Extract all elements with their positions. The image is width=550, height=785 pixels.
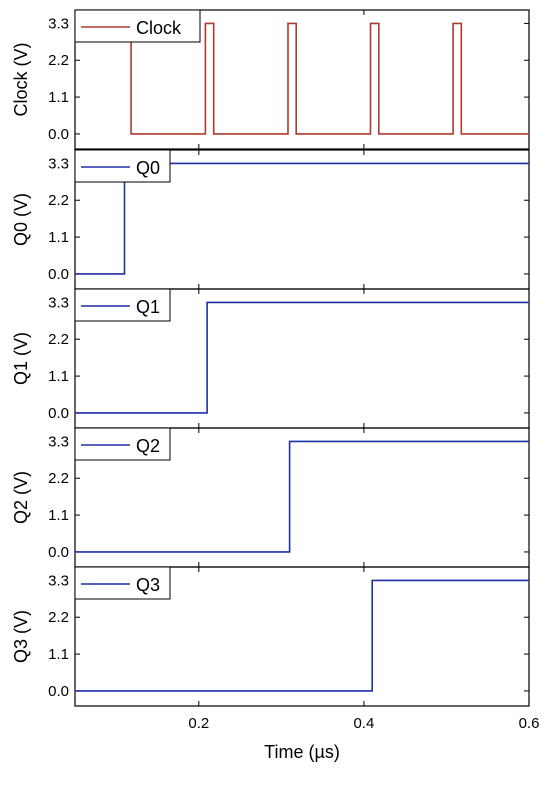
y-tick-label: 0.0 — [48, 405, 69, 422]
y-axis-label: Q2 (V) — [11, 471, 31, 524]
y-tick-label: 1.1 — [48, 89, 69, 106]
legend-label: Q3 — [136, 575, 160, 595]
panel-frame-0 — [74, 9, 530, 150]
y-tick-label: 3.3 — [48, 572, 69, 589]
y-tick-label: 1.1 — [48, 507, 69, 524]
y-tick-label: 1.1 — [48, 229, 69, 246]
legend-box — [74, 566, 171, 600]
legend-box — [74, 149, 171, 183]
y-axis-label: Q3 (V) — [11, 610, 31, 663]
series-line-q3 — [75, 579, 529, 692]
y-axis-label: Q0 (V) — [11, 193, 31, 246]
y-tick-label: 2.2 — [48, 52, 69, 69]
y-tick-label: 1.1 — [48, 646, 69, 663]
x-tick-label: 0.2 — [188, 715, 209, 732]
y-tick-label: 0.0 — [48, 126, 69, 143]
y-tick-label: 0.0 — [48, 266, 69, 283]
x-tick-label: 0.6 — [519, 715, 540, 732]
series-line-q2 — [75, 440, 529, 553]
y-axis-label: Clock (V) — [11, 42, 31, 116]
x-axis-label: Time (µs) — [264, 742, 340, 762]
y-tick-label: 2.2 — [48, 192, 69, 209]
legend-box — [74, 9, 201, 43]
legend-box — [74, 288, 171, 322]
y-tick-label: 3.3 — [48, 155, 69, 172]
y-tick-label: 1.1 — [48, 368, 69, 385]
x-tick-label: 0.4 — [353, 715, 374, 732]
panel-frame-4 — [74, 566, 530, 707]
series-line-q1 — [75, 301, 529, 414]
y-axis-label: Q1 (V) — [11, 332, 31, 385]
legend-label: Q2 — [136, 436, 160, 456]
legend-box — [74, 427, 171, 461]
legend-label: Q0 — [136, 158, 160, 178]
legend-label: Q1 — [136, 297, 160, 317]
y-tick-label: 2.2 — [48, 609, 69, 626]
y-tick-label: 0.0 — [48, 544, 69, 561]
y-tick-label: 3.3 — [48, 433, 69, 450]
legend-label: Clock — [136, 18, 182, 38]
y-tick-label: 3.3 — [48, 15, 69, 32]
y-tick-label: 3.3 — [48, 294, 69, 311]
series-line-clock — [75, 22, 529, 135]
y-tick-label: 0.0 — [48, 683, 69, 700]
y-tick-label: 2.2 — [48, 331, 69, 348]
series-line-q0 — [75, 162, 529, 275]
y-tick-label: 2.2 — [48, 470, 69, 487]
